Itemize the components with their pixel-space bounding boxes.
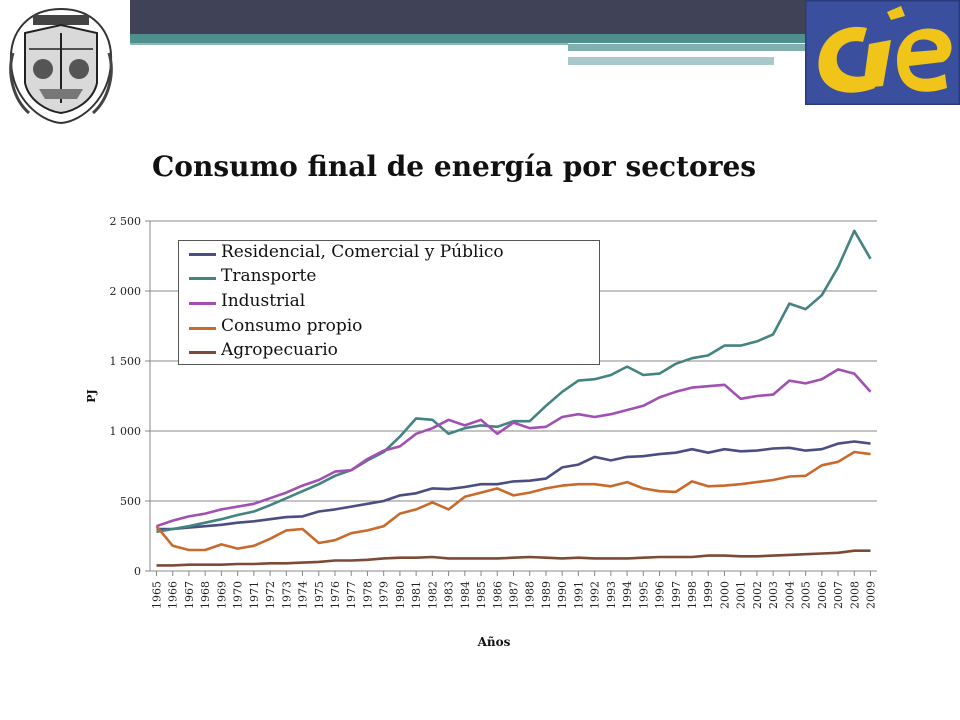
x-tick-label: 2000 (718, 581, 731, 609)
y-axis-title: PJ (85, 389, 98, 402)
legend-label-agropecuario: Agropecuario (221, 340, 338, 360)
x-tick-label: 1992 (589, 581, 602, 609)
x-tick-label: 1996 (654, 581, 667, 609)
legend-swatch-industrial (189, 302, 216, 305)
header-pale-bar (568, 57, 774, 65)
unam-shield-logo (3, 3, 120, 127)
x-tick-label: 1988 (524, 581, 537, 609)
header-teal-bar (130, 34, 810, 43)
y-tick-label: 500 (120, 495, 141, 508)
x-tick-label: 2006 (816, 581, 829, 609)
x-tick-label: 1982 (426, 581, 439, 609)
x-tick-label: 1978 (361, 581, 374, 609)
series-lines (155, 229, 872, 567)
x-tick-label: 1969 (215, 581, 228, 609)
x-tick-label: 1976 (329, 581, 342, 609)
x-tick-label: 1980 (394, 581, 407, 609)
x-tick-label: 1965 (150, 581, 163, 609)
x-tick-label: 2008 (848, 581, 861, 609)
x-tick-label: 1974 (297, 581, 310, 609)
x-tick-label: 1984 (459, 581, 472, 609)
x-tick-label: 2007 (832, 581, 845, 609)
x-tick-label: 1997 (670, 581, 683, 609)
series-line-0 (156, 440, 871, 531)
x-tick-label: 1998 (686, 581, 699, 609)
legend-label-residencial: Residencial, Comercial y Público (221, 242, 504, 262)
x-tick-label: 1991 (572, 581, 585, 609)
y-tick-label: 1 500 (110, 355, 142, 368)
legend-item-residencial: Residencial, Comercial y Público (189, 242, 504, 266)
legend-item-industrial: Industrial (189, 291, 306, 315)
x-tick-label: 1966 (167, 581, 180, 609)
series-line-3 (155, 450, 871, 552)
x-tick-label: 2001 (735, 581, 748, 609)
x-tick-label: 1968 (199, 581, 212, 609)
y-tick-label: 2 500 (110, 215, 142, 228)
legend-item-transporte: Transporte (189, 266, 317, 290)
x-tick-label: 2004 (783, 581, 796, 609)
chart-legend: Residencial, Comercial y Público Transpo… (178, 240, 600, 365)
header-thin-line (130, 43, 568, 45)
axis-labels: 0 500 1 000 1 500 2 000 2 500 1965 1966 1967 1968… (85, 215, 878, 649)
legend-swatch-residencial (189, 253, 216, 256)
series-line-1 (156, 229, 872, 534)
x-tick-label: 1970 (232, 581, 245, 609)
x-tick-label: 1994 (621, 581, 634, 609)
x-axis-title: Años (477, 635, 511, 649)
legend-item-consumo-propio: Consumo propio (189, 316, 363, 340)
legend-label-consumo-propio: Consumo propio (221, 316, 363, 336)
x-tick-label: 1999 (702, 581, 715, 609)
chart-title: Consumo final de energía por sectores (152, 150, 757, 183)
x-tick-label: 1971 (248, 581, 261, 609)
x-tick-label: 1977 (345, 581, 358, 609)
y-tick-label: 2 000 (110, 285, 142, 298)
x-tick-label: 2003 (767, 581, 780, 609)
legend-swatch-consumo-propio (189, 327, 216, 330)
series-line-2 (156, 368, 872, 528)
legend-swatch-transporte (189, 277, 216, 280)
x-tick-label: 1986 (491, 581, 504, 609)
x-tick-label: 2009 (865, 581, 878, 609)
legend-label-industrial: Industrial (221, 291, 306, 311)
x-tick-label: 1967 (183, 581, 196, 609)
y-tick-label: 1 000 (110, 425, 142, 438)
legend-swatch-agropecuario (189, 351, 216, 354)
series-line-4 (156, 549, 871, 567)
legend-item-agropecuario: Agropecuario (189, 340, 338, 364)
x-tick-label: 1981 (410, 581, 423, 609)
x-tick-label: 1972 (264, 581, 277, 609)
line-chart: 0 500 1 000 1 500 2 000 2 500 1965 1966 1967 1968… (85, 215, 878, 649)
x-tick-label: 1987 (508, 581, 521, 609)
x-tick-label: 2002 (751, 581, 764, 609)
legend-label-transporte: Transporte (221, 266, 317, 286)
header-dark-bar (130, 0, 810, 34)
x-tick-label: 2005 (800, 581, 813, 609)
cie-logo (803, 0, 960, 107)
x-tick-label: 1990 (556, 581, 569, 609)
y-tick-label: 0 (134, 565, 141, 578)
axes (145, 220, 877, 576)
x-tick-label: 1995 (637, 581, 650, 609)
x-tick-label: 1973 (280, 581, 293, 609)
x-tick-label: 1989 (540, 581, 553, 609)
x-tick-label: 1975 (313, 581, 326, 609)
x-tick-label: 1985 (475, 581, 488, 609)
header-light-bar (568, 44, 810, 51)
x-tick-label: 1983 (443, 581, 456, 609)
x-tick-label: 1993 (605, 581, 618, 609)
x-tick-label: 1979 (378, 581, 391, 609)
